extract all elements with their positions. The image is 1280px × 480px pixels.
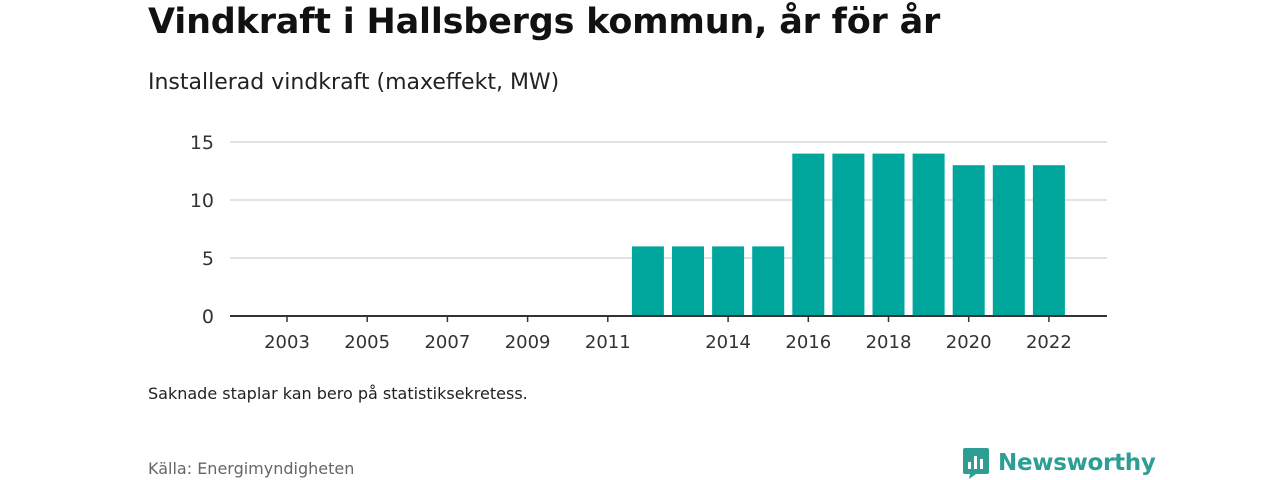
newsworthy-logo-icon xyxy=(963,448,989,479)
bar xyxy=(631,246,664,316)
y-tick-label: 0 xyxy=(202,306,214,328)
x-tick-label: 2007 xyxy=(424,332,470,353)
bar xyxy=(672,246,704,316)
bar xyxy=(752,246,785,316)
x-tick-label: 2020 xyxy=(946,332,992,353)
x-tick-label: 2009 xyxy=(505,332,551,353)
bar xyxy=(912,153,945,316)
x-tick-label: 2003 xyxy=(264,332,310,353)
bar xyxy=(792,153,825,316)
y-tick-label: 10 xyxy=(190,190,214,212)
source-text: Källa: Energimyndigheten xyxy=(148,459,355,478)
footnote: Saknade staplar kan bero på statistiksek… xyxy=(148,384,528,403)
bar xyxy=(952,165,985,316)
brand-logo: Newsworthy xyxy=(962,446,1156,480)
brand-name: Newsworthy xyxy=(998,450,1156,476)
bar xyxy=(832,153,865,316)
bar xyxy=(1032,165,1065,316)
x-tick-label: 2005 xyxy=(344,332,390,353)
x-tick-label: 2014 xyxy=(705,332,751,353)
y-tick-label: 5 xyxy=(202,248,214,270)
y-tick-label: 15 xyxy=(190,132,214,154)
x-tick-label: 2022 xyxy=(1026,332,1072,353)
x-tick-label: 2011 xyxy=(585,332,631,353)
bar xyxy=(992,165,1025,316)
bar xyxy=(872,153,905,316)
bar xyxy=(712,246,745,316)
bar-chart: 0 5 10 15 2003 2005 2007 2009 2011 2014 2016 2018 20… xyxy=(190,132,1107,353)
chart-title: Vindkraft i Hallsbergs kommun, år för år xyxy=(148,2,941,42)
chart-subtitle: Installerad vindkraft (maxeffekt, MW) xyxy=(148,70,560,95)
x-tick-label: 2018 xyxy=(866,332,912,353)
x-tick-label: 2016 xyxy=(785,332,831,353)
